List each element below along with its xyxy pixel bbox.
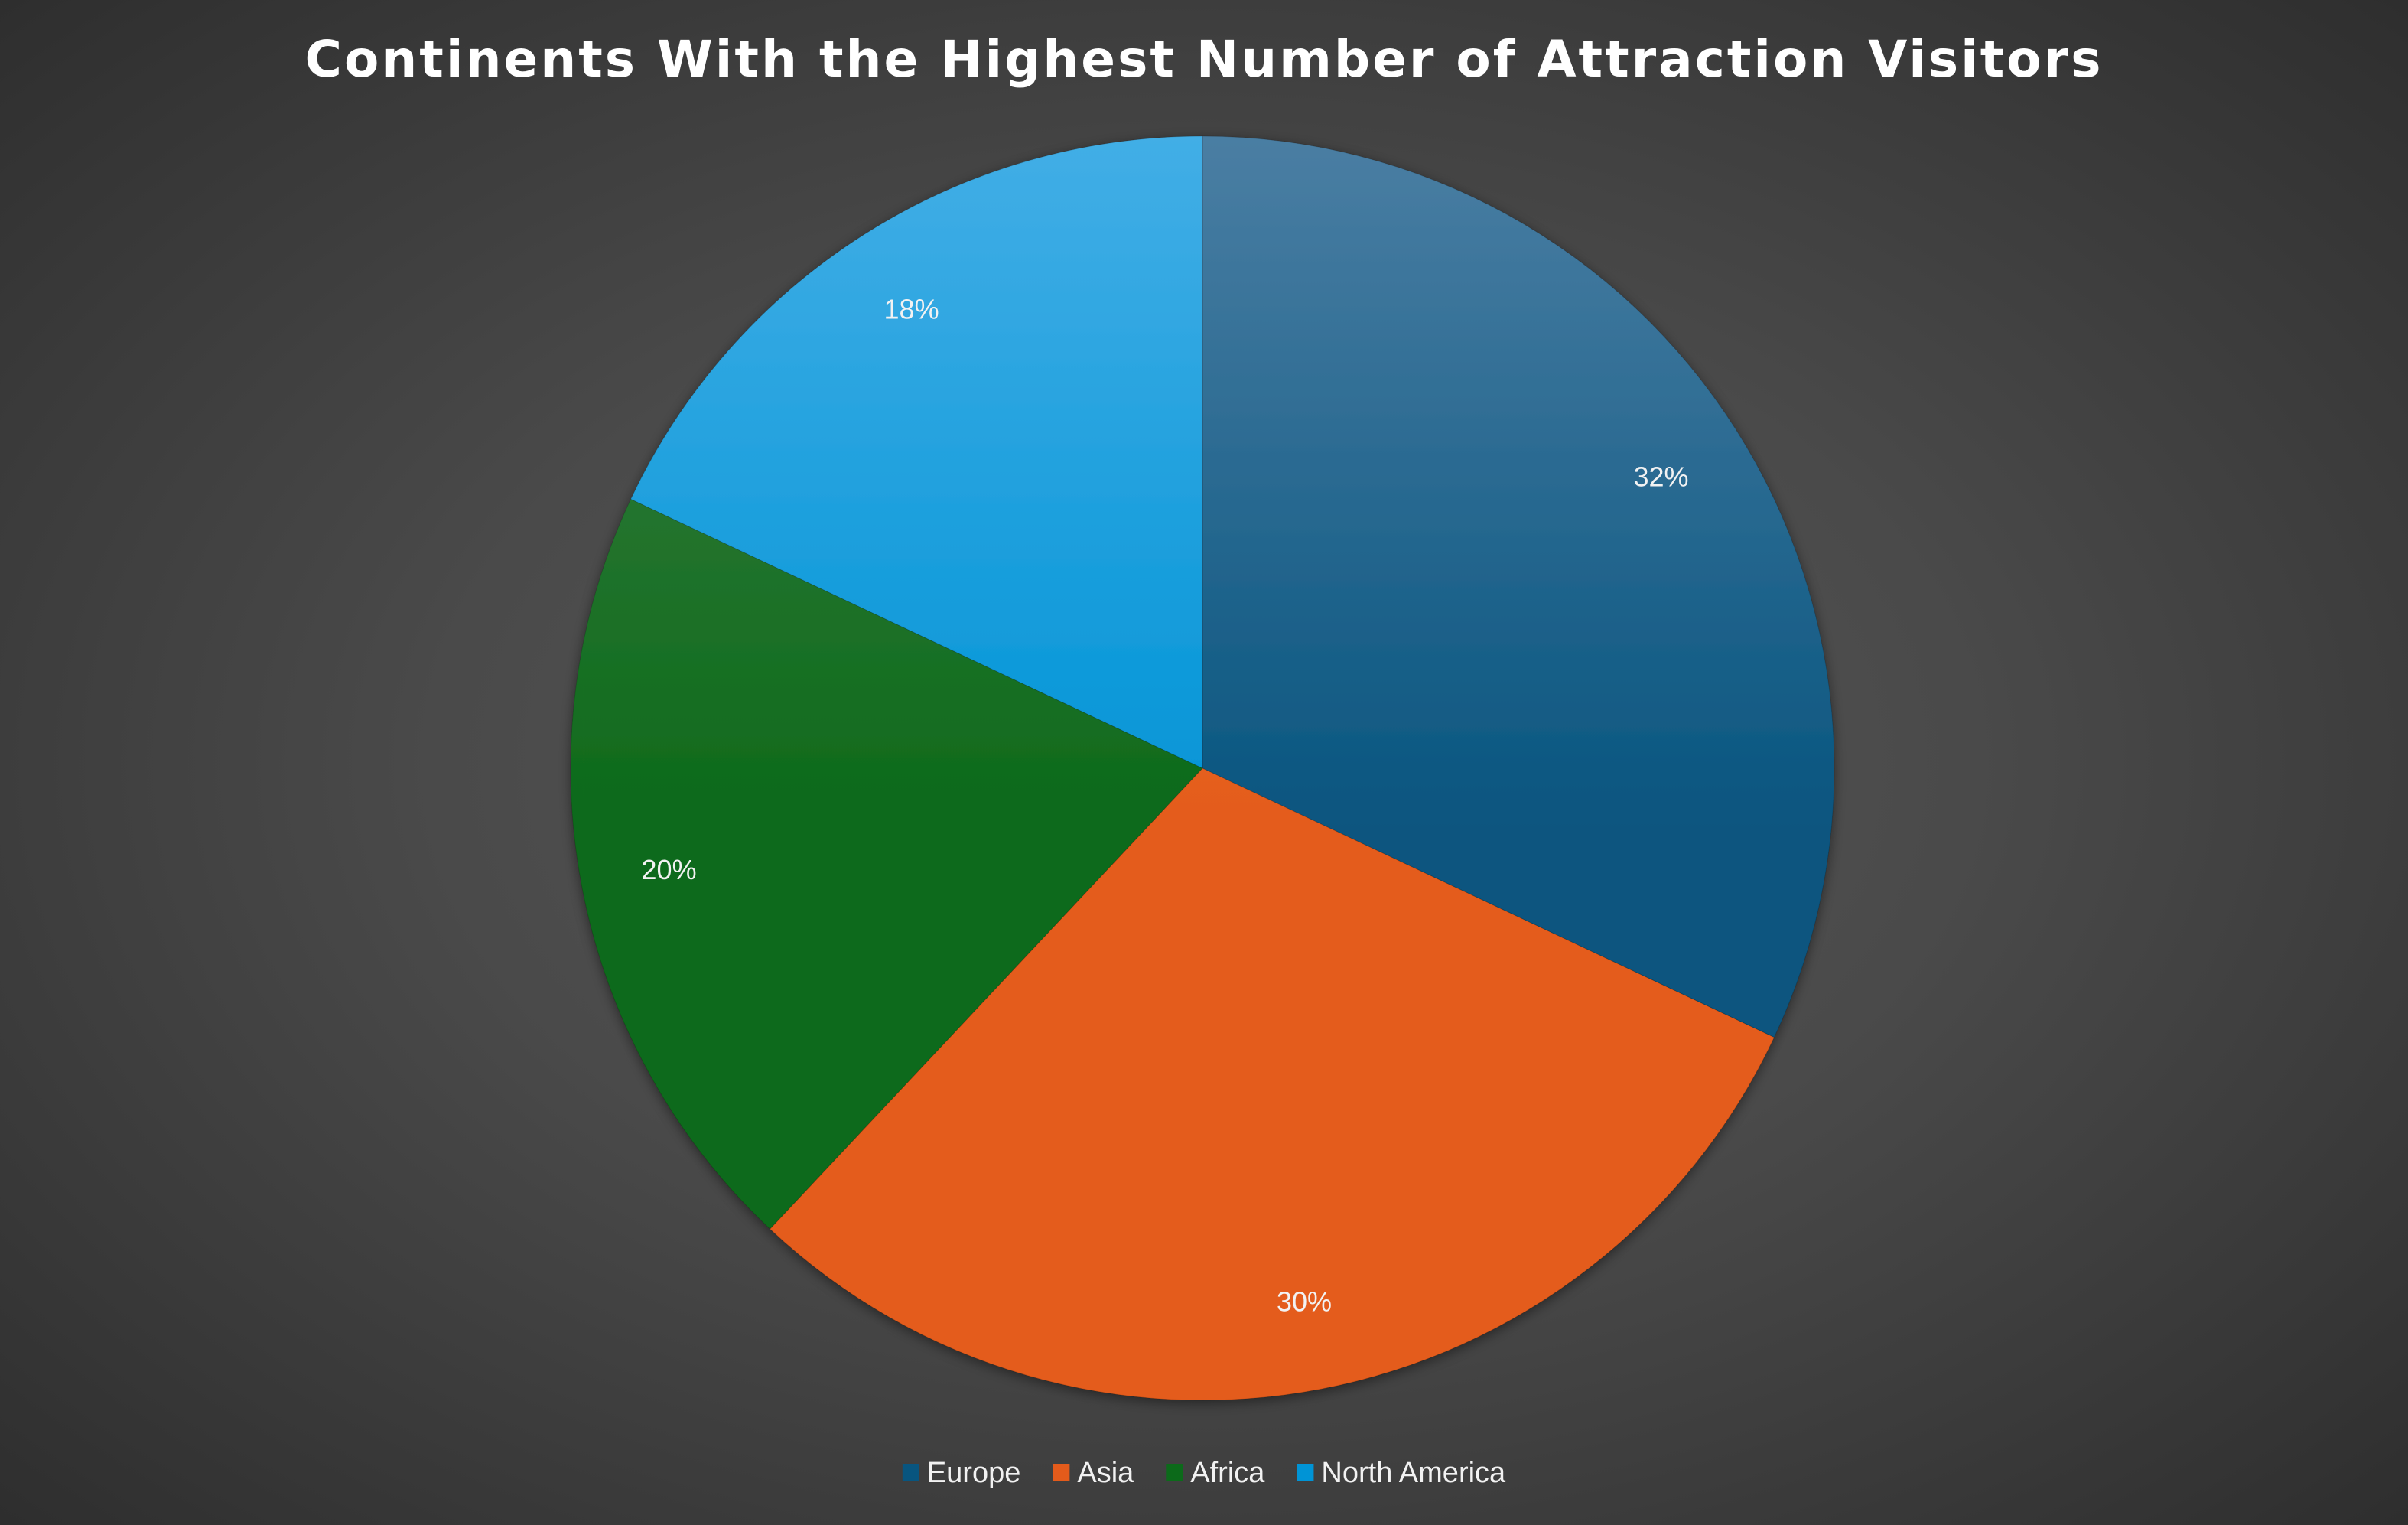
legend-label-africa: Africa [1190,1457,1265,1489]
pie-slice-europe [1202,135,1835,1038]
pie-slice-africa [570,498,1203,1230]
legend-item-africa: Africa [1166,1457,1265,1489]
legend-item-north-america: North America [1297,1457,1506,1489]
pie-slices [570,135,1835,1401]
pie-slice-asia [769,767,1775,1401]
data-label-asia: 30% [1277,1285,1332,1317]
data-label-europe: 32% [1633,461,1688,493]
legend-item-europe: Europe [902,1457,1021,1489]
legend-swatch-north-america [1297,1464,1314,1481]
legend-swatch-europe [902,1464,919,1481]
pie-slice-north-america [630,135,1203,769]
legend-label-europe: Europe [927,1457,1021,1489]
legend-swatch-africa [1166,1464,1183,1481]
data-label-north-america: 18% [884,294,939,325]
legend-label-asia: Asia [1077,1457,1134,1489]
legend-label-north-america: North America [1321,1457,1506,1489]
data-labels: 32% 30% 20% 18% [642,294,1689,1318]
data-label-africa: 20% [642,854,697,885]
chart-title: Continents With the Highest Number of At… [305,30,2104,89]
legend-swatch-asia [1053,1464,1070,1481]
legend: Europe Asia Africa North America [902,1457,1506,1489]
legend-item-asia: Asia [1053,1457,1134,1489]
